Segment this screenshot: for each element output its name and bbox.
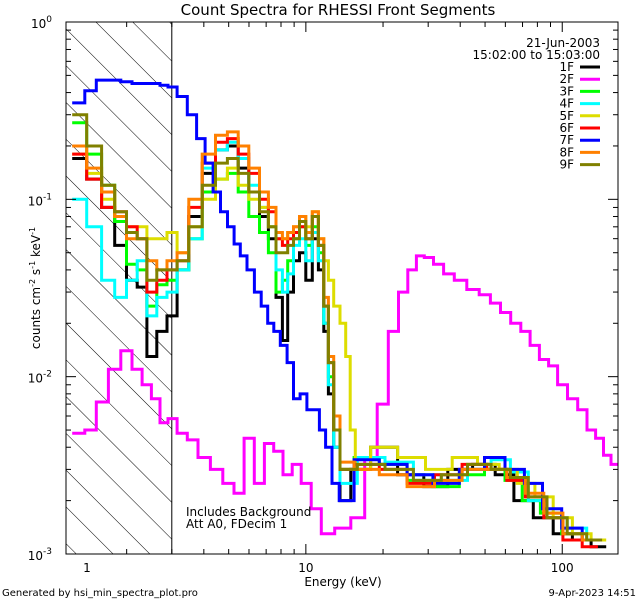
time-range-label: 15:02:00 to 15:03:00 bbox=[473, 48, 600, 62]
series-line-2f bbox=[72, 254, 618, 536]
date-label: 21-Jun-2003 bbox=[526, 36, 600, 50]
legend-label-5f: 5F bbox=[559, 109, 574, 123]
chart-title: Count Spectra for RHESSI Front Segments bbox=[181, 1, 496, 19]
footer-generated-by: Generated by hsi_min_spectra_plot.pro bbox=[2, 588, 198, 599]
legend-label-3f: 3F bbox=[559, 84, 574, 98]
x-tick-label: 1 bbox=[83, 561, 91, 575]
legend-label-9f: 9F bbox=[559, 158, 574, 172]
y-tick-label: 10-1 bbox=[28, 192, 52, 208]
legend-label-2f: 2F bbox=[559, 72, 574, 86]
x-tick-label: 10 bbox=[298, 561, 313, 575]
y-axis-label: counts cm-2 s-1 keV-1 bbox=[28, 227, 43, 349]
series-line-7f bbox=[72, 78, 598, 542]
legend-label-6f: 6F bbox=[559, 121, 574, 135]
legend-label-4f: 4F bbox=[559, 97, 574, 111]
legend-label-1f: 1F bbox=[559, 60, 574, 74]
y-axis: 100 10-1 10-2 10-3 bbox=[28, 15, 618, 563]
x-axis-label: Energy (keV) bbox=[304, 575, 381, 589]
legend-label-7f: 7F bbox=[559, 133, 574, 147]
hatched-region bbox=[66, 22, 173, 554]
series-line-9f bbox=[72, 113, 603, 542]
y-tick-label: 10-2 bbox=[28, 370, 52, 386]
x-tick-label: 100 bbox=[551, 561, 574, 575]
legend-label-8f: 8F bbox=[559, 145, 574, 159]
y-tick-label: 100 bbox=[31, 15, 52, 31]
x-axis: 10 100 1 bbox=[83, 22, 574, 575]
series-layer bbox=[72, 78, 618, 549]
footer-timestamp: 9-Apr-2023 14:51 bbox=[549, 588, 636, 599]
y-tick-label: 10-3 bbox=[28, 547, 52, 563]
annotation-attenuator: Att A0, FDecim 1 bbox=[186, 517, 287, 531]
annotation-background: Includes Background bbox=[186, 505, 311, 519]
plot-frame bbox=[65, 21, 619, 555]
